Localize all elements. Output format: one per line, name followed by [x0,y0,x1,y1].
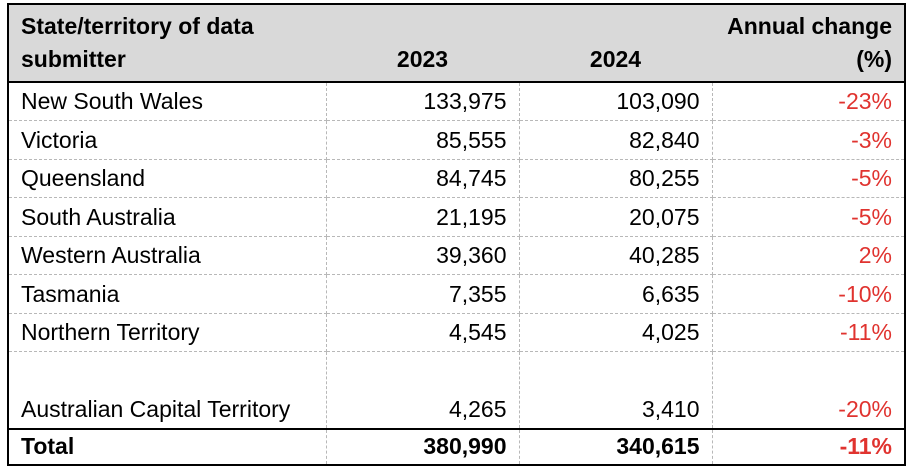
header-2024: 2024 [519,3,712,83]
header-annual-change: Annual change (%) [712,3,906,83]
cell-2023: 4,265 [326,351,520,429]
cell-2023: 21,195 [326,197,520,237]
data-table-container: State/territory of data submitter 2023 2… [7,3,906,466]
cell-change: -10% [712,274,906,314]
table-row: Western Australia 39,360 40,285 2% [7,236,906,275]
cell-2024: 4,025 [519,313,713,352]
cell-state: Queensland [7,159,327,198]
cell-2023: 7,355 [326,274,520,314]
cell-state: South Australia [7,197,327,237]
cell-state: Victoria [7,120,327,160]
cell-state: Western Australia [7,236,327,275]
table-row: Northern Territory 4,545 4,025 -11% [7,313,906,352]
cell-change: -20% [712,351,906,429]
table-row: Australian Capital Territory 4,265 3,410… [7,351,906,429]
total-label: Total [7,427,327,466]
cell-change: -23% [712,82,906,121]
header-state: State/territory of data submitter [7,3,326,83]
cell-change: -5% [712,159,906,198]
cell-change: -5% [712,197,906,237]
cell-2023: 39,360 [326,236,520,275]
table-row: South Australia 21,195 20,075 -5% [7,197,906,237]
cell-2024: 82,840 [519,120,713,160]
cell-2023: 84,745 [326,159,520,198]
cell-2023: 85,555 [326,120,520,160]
cell-state: Australian Capital Territory [7,351,327,429]
table-footer: Total 380,990 340,615 -11% [7,427,906,466]
state-data-table: State/territory of data submitter 2023 2… [7,3,906,466]
total-2024: 340,615 [519,427,713,466]
cell-2024: 3,410 [519,351,713,429]
cell-2024: 103,090 [519,82,713,121]
total-2023: 380,990 [326,427,520,466]
table-row: Victoria 85,555 82,840 -3% [7,120,906,160]
cell-state: New South Wales [7,82,327,121]
cell-state: Northern Territory [7,313,327,352]
cell-change: -11% [712,313,906,352]
cell-2024: 6,635 [519,274,713,314]
cell-2023: 4,545 [326,313,520,352]
cell-2024: 20,075 [519,197,713,237]
cell-change: 2% [712,236,906,275]
total-change: -11% [712,427,906,466]
cell-2024: 80,255 [519,159,713,198]
header-2023: 2023 [326,3,519,83]
cell-2024: 40,285 [519,236,713,275]
header-row: State/territory of data submitter 2023 2… [7,3,906,83]
cell-change: -3% [712,120,906,160]
cell-2023: 133,975 [326,82,520,121]
total-row: Total 380,990 340,615 -11% [7,427,906,466]
table-body: New South Wales 133,975 103,090 -23% Vic… [7,82,906,429]
table-header: State/territory of data submitter 2023 2… [7,3,906,83]
table-row: New South Wales 133,975 103,090 -23% [7,82,906,121]
table-row: Queensland 84,745 80,255 -5% [7,159,906,198]
cell-state: Tasmania [7,274,327,314]
table-row: Tasmania 7,355 6,635 -10% [7,274,906,314]
